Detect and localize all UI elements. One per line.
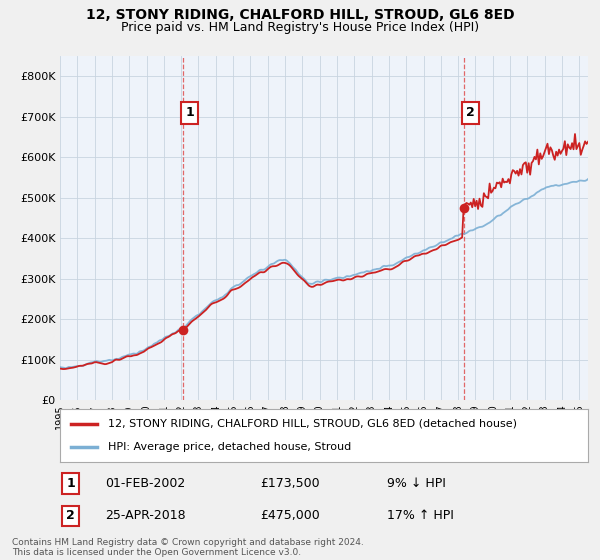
Text: £475,000: £475,000 xyxy=(260,510,320,522)
Text: HPI: Average price, detached house, Stroud: HPI: Average price, detached house, Stro… xyxy=(107,442,351,452)
Text: 2: 2 xyxy=(466,106,475,119)
Text: 2: 2 xyxy=(66,510,75,522)
Text: 17% ↑ HPI: 17% ↑ HPI xyxy=(388,510,454,522)
Text: 1: 1 xyxy=(66,477,75,490)
Text: Price paid vs. HM Land Registry's House Price Index (HPI): Price paid vs. HM Land Registry's House … xyxy=(121,21,479,34)
Text: 12, STONY RIDING, CHALFORD HILL, STROUD, GL6 8ED: 12, STONY RIDING, CHALFORD HILL, STROUD,… xyxy=(86,8,514,22)
Text: 1: 1 xyxy=(185,106,194,119)
Text: 12, STONY RIDING, CHALFORD HILL, STROUD, GL6 8ED (detached house): 12, STONY RIDING, CHALFORD HILL, STROUD,… xyxy=(107,419,517,429)
Text: Contains HM Land Registry data © Crown copyright and database right 2024.
This d: Contains HM Land Registry data © Crown c… xyxy=(12,538,364,557)
Text: £173,500: £173,500 xyxy=(260,477,320,490)
Text: 25-APR-2018: 25-APR-2018 xyxy=(105,510,185,522)
Text: 01-FEB-2002: 01-FEB-2002 xyxy=(105,477,185,490)
Text: 9% ↓ HPI: 9% ↓ HPI xyxy=(388,477,446,490)
